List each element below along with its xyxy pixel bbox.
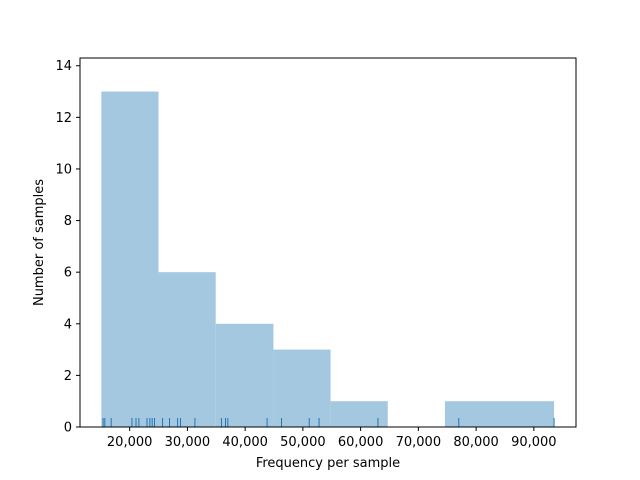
y-tick-label-7: 14 bbox=[55, 59, 72, 74]
y-tick-label-1: 2 bbox=[64, 369, 72, 384]
x-tick-label-4: 60,000 bbox=[338, 435, 384, 450]
y-axis-label: Number of samples bbox=[32, 179, 47, 306]
y-tick-label-2: 4 bbox=[64, 317, 72, 332]
x-axis-label: Frequency per sample bbox=[256, 456, 400, 471]
y-tick-label-3: 6 bbox=[64, 266, 72, 281]
x-tick-label-2: 40,000 bbox=[222, 435, 268, 450]
y-tick-label-6: 12 bbox=[55, 111, 72, 126]
x-tick-label-1: 30,000 bbox=[165, 435, 211, 450]
y-tick-label-0: 0 bbox=[64, 421, 72, 436]
x-tick-label-6: 80,000 bbox=[453, 435, 499, 450]
y-tick-label-5: 10 bbox=[55, 162, 72, 177]
histogram-bar-1 bbox=[158, 272, 216, 427]
histogram-bar-6 bbox=[444, 401, 555, 427]
y-axis: 0 2 4 6 8 10 12 14 bbox=[55, 59, 80, 436]
x-axis: 20,000 30,000 40,000 50,000 60,000 70,000 80,0… bbox=[107, 427, 557, 450]
histogram-bar-4 bbox=[330, 401, 388, 427]
x-tick-label-7: 90,000 bbox=[511, 435, 557, 450]
y-tick-label-4: 8 bbox=[64, 214, 72, 229]
histogram-bar-3 bbox=[273, 349, 331, 427]
x-tick-label-0: 20,000 bbox=[107, 435, 153, 450]
rug-layer bbox=[102, 418, 555, 427]
histogram-bar-2 bbox=[215, 323, 274, 427]
plot-frame bbox=[79, 57, 577, 428]
bars-layer bbox=[101, 91, 555, 427]
x-tick-label-5: 70,000 bbox=[396, 435, 442, 450]
histogram-bar-0 bbox=[101, 91, 159, 427]
x-tick-label-3: 50,000 bbox=[280, 435, 326, 450]
